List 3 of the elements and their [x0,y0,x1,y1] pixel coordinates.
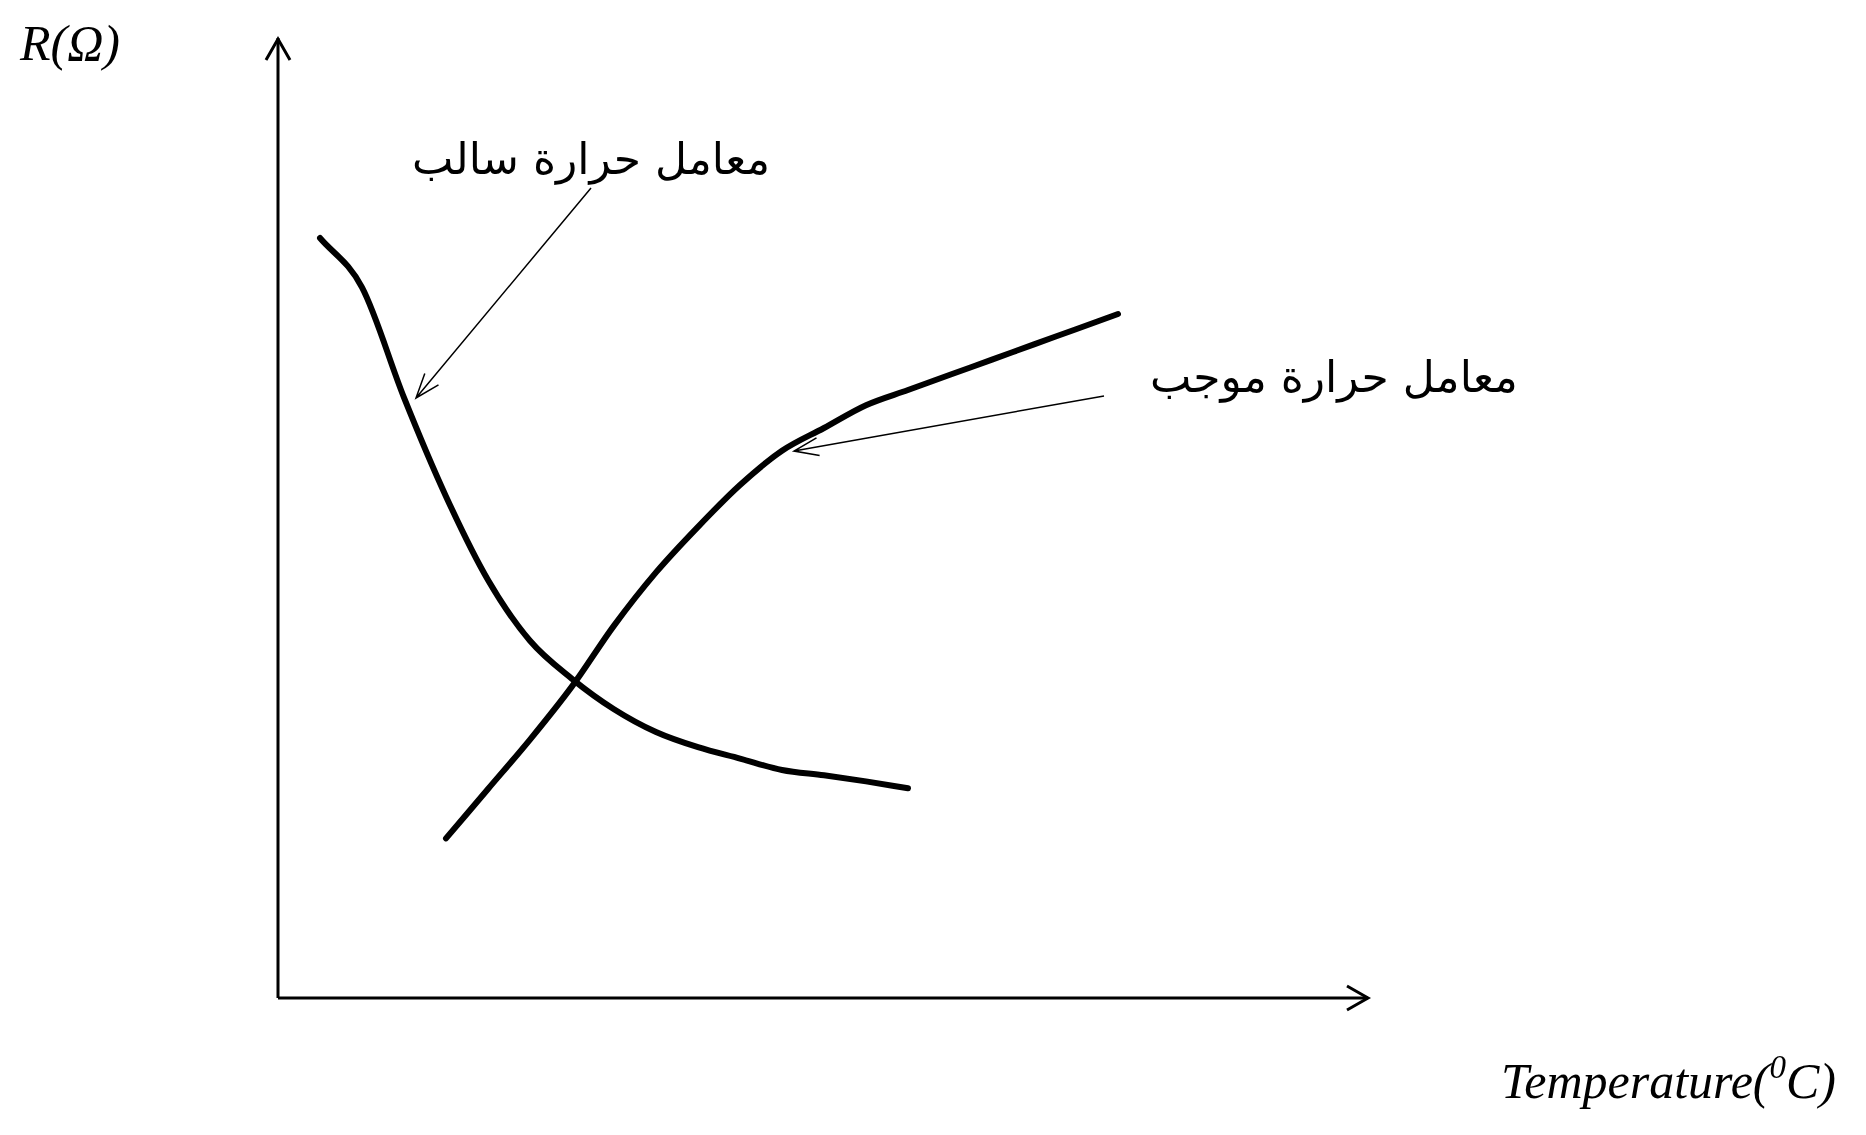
series-label: معامل حرارة موجب [1150,351,1518,404]
text: معامل حرارة سالب [412,133,770,186]
y-axis-title: R(Ω) [19,15,120,71]
